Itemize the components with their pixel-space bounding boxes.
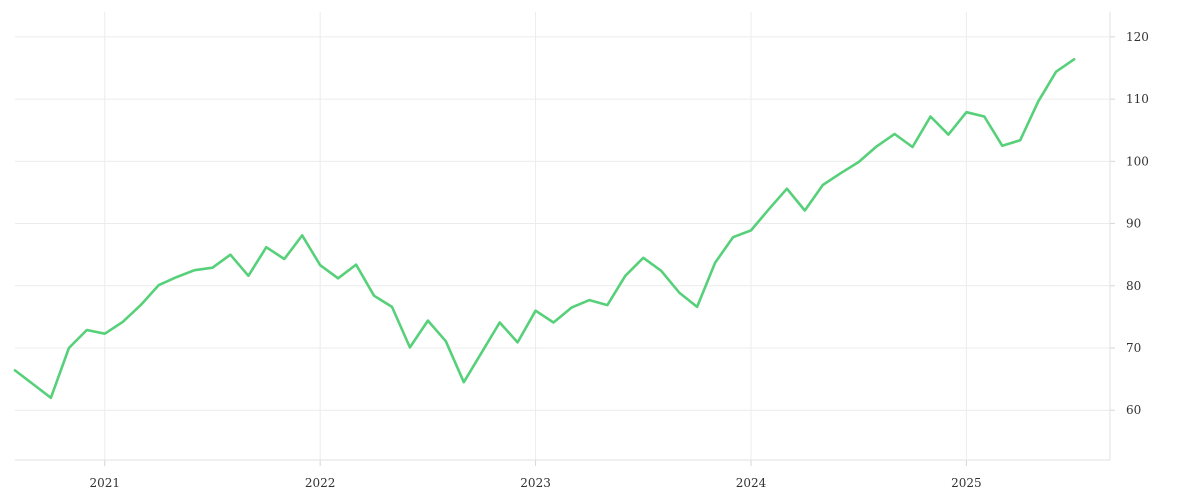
x-tick-label: 2025 [951,476,982,490]
x-tick-label: 2023 [520,476,551,490]
y-tick-label: 100 [1126,154,1149,168]
x-tick-label: 2024 [736,476,767,490]
x-tick-label: 2022 [305,476,336,490]
y-tick-label: 80 [1126,279,1141,293]
tick-labels: 60 70 80 90 100 110 120 2021 2022 2023 2024 2025 [89,30,1148,490]
y-tick-label: 70 [1126,341,1141,355]
grid-lines [15,12,1110,460]
series-layer [13,57,1076,400]
y-tick-label: 110 [1126,92,1149,106]
series-line [13,57,1076,400]
x-tick-label: 2021 [89,476,120,490]
axes [15,12,1115,466]
y-tick-label: 60 [1126,403,1141,417]
y-tick-label: 90 [1126,217,1141,231]
y-tick-label: 120 [1126,30,1149,44]
